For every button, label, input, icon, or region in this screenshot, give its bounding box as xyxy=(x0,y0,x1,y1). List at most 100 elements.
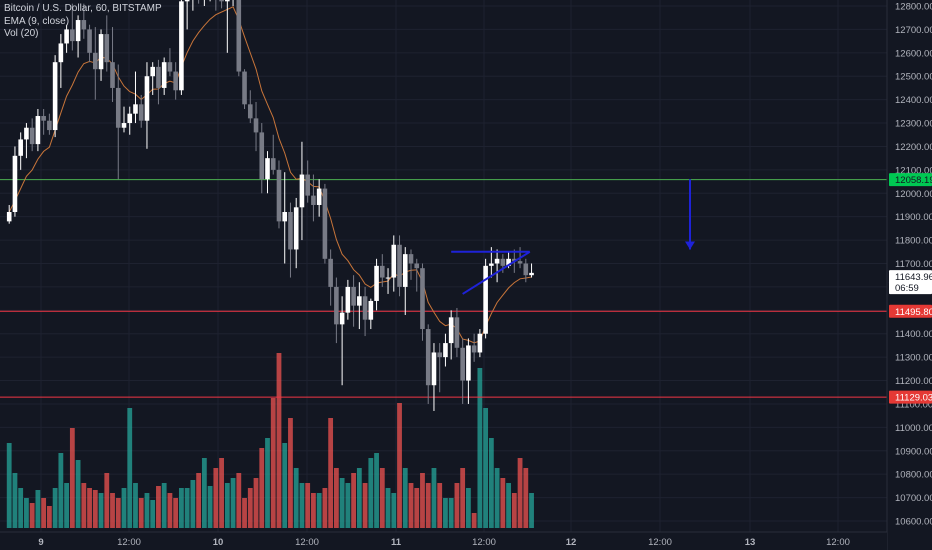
candle xyxy=(374,258,379,311)
triangle-bottom-line xyxy=(462,250,531,295)
volume-bar xyxy=(133,483,138,528)
candle xyxy=(198,0,200,4)
candle-body xyxy=(425,329,431,386)
volume-bar xyxy=(58,453,64,528)
volume-bar xyxy=(328,418,334,528)
volume-bar xyxy=(368,458,374,528)
candle xyxy=(87,24,92,63)
candle xyxy=(41,109,46,135)
candle xyxy=(98,29,104,81)
time-tick-label: 12:00 xyxy=(472,537,496,548)
volume-bar xyxy=(69,428,75,528)
candle-body xyxy=(334,286,339,325)
candle-body xyxy=(397,244,402,287)
volume-bar xyxy=(282,443,288,528)
candle xyxy=(454,307,460,358)
volume-bar xyxy=(523,468,529,528)
candle-body xyxy=(41,116,46,121)
candle xyxy=(322,183,328,264)
candle xyxy=(380,254,385,287)
candle-body xyxy=(288,212,293,250)
volume-bar xyxy=(98,493,104,528)
candle xyxy=(391,235,397,292)
candle-body xyxy=(402,254,408,287)
candle xyxy=(368,298,374,330)
volume-bar xyxy=(270,398,276,528)
candle xyxy=(357,282,362,330)
volume-bar xyxy=(414,488,420,528)
candle xyxy=(431,343,437,411)
price-tick-label: 11700.00 xyxy=(895,259,932,270)
candle-body xyxy=(437,352,442,358)
candle-body xyxy=(391,244,397,278)
time-tick-label: 10 xyxy=(213,537,224,548)
arrow-head xyxy=(685,241,695,250)
price-tick-label: 11200.00 xyxy=(895,376,932,387)
candle xyxy=(179,0,184,95)
time-tick-label: 12 xyxy=(566,537,577,548)
candle-body xyxy=(431,352,437,386)
candle-body xyxy=(494,258,500,264)
candle-body xyxy=(173,71,178,91)
volume-bar xyxy=(420,473,425,528)
volume-bar xyxy=(351,473,356,528)
price-label-red: 11129.03 xyxy=(895,393,932,404)
candle xyxy=(247,90,253,124)
price-tick-label: 12600.00 xyxy=(895,48,932,59)
candle-body xyxy=(242,71,247,105)
price-tick-label: 12400.00 xyxy=(895,95,932,106)
volume-bar xyxy=(150,500,156,528)
volume-bar xyxy=(265,438,270,528)
price-tick-label: 10800.00 xyxy=(895,470,932,481)
candle-body xyxy=(179,1,184,91)
candle xyxy=(192,0,194,11)
price-tick-label: 12300.00 xyxy=(895,119,932,130)
candle xyxy=(18,132,23,170)
candle xyxy=(529,263,534,278)
candle xyxy=(471,333,477,362)
price-tick-label: 11100.00 xyxy=(895,399,932,410)
candle xyxy=(448,310,454,360)
candle-body xyxy=(351,286,356,306)
volume-bar xyxy=(29,503,35,528)
volume-bar xyxy=(110,493,115,528)
volume-bar xyxy=(288,418,293,528)
price-tick-label: 12200.00 xyxy=(895,142,932,153)
candle-body xyxy=(345,286,351,313)
candle-body xyxy=(299,174,305,208)
price-tick-label: 12700.00 xyxy=(895,25,932,36)
candle-body xyxy=(150,66,155,77)
candle-body xyxy=(305,174,310,196)
candle xyxy=(477,329,483,358)
candle xyxy=(150,62,155,95)
volume-bar xyxy=(506,483,511,528)
candle-body xyxy=(316,188,322,205)
candle-body xyxy=(471,345,477,353)
candle xyxy=(93,27,98,100)
candle xyxy=(276,160,282,229)
volume-series xyxy=(6,353,534,528)
candle xyxy=(236,0,242,77)
volume-bar xyxy=(259,448,265,528)
volume-bar xyxy=(224,483,230,528)
candle xyxy=(437,343,442,393)
candle-body xyxy=(87,29,92,53)
candle xyxy=(184,0,190,30)
price-tick-label: 12800.00 xyxy=(895,2,932,13)
volume-indicator-label: Vol (20) xyxy=(4,28,39,39)
candle-body xyxy=(276,169,282,222)
countdown-label-bg xyxy=(889,281,932,295)
candle xyxy=(420,263,425,341)
volume-bar xyxy=(190,480,196,528)
candle-body xyxy=(466,345,471,381)
time-tick-label: 11 xyxy=(391,537,402,548)
candle xyxy=(466,338,471,404)
candle xyxy=(12,146,18,217)
volume-bar xyxy=(356,468,362,528)
volume-bar xyxy=(311,493,316,528)
candle xyxy=(253,101,259,152)
volume-bar xyxy=(374,453,379,528)
volume-bar xyxy=(138,498,144,528)
